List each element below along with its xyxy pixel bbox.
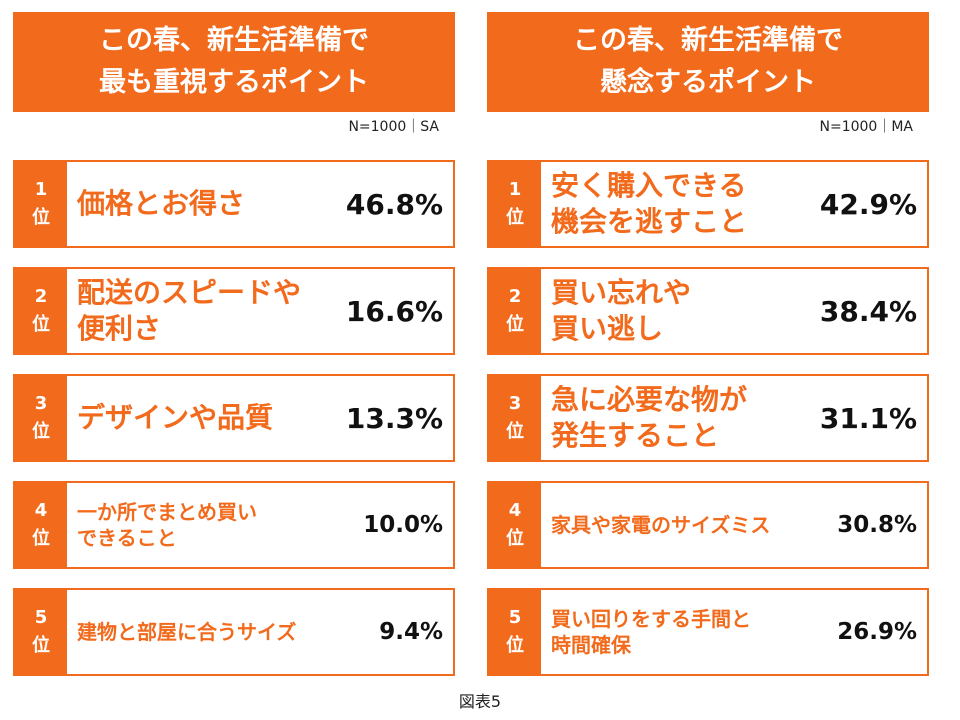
rank-item: 4 位一か所でまとめ買い できること 10.0% [13, 481, 455, 569]
label-line: 買い回りをする手間と [551, 607, 751, 631]
item-label: デザインや品質 [77, 376, 273, 460]
label-line: 価格とお得さ [77, 186, 246, 220]
item-label: 一か所でまとめ買い できること [77, 483, 257, 567]
item-value: 26.9% [837, 619, 917, 645]
title-line: 懸念するポイント [600, 67, 816, 98]
panel-title: この春、新生活準備で 懸念するポイント [487, 12, 929, 112]
item-value: 16.6% [345, 294, 443, 328]
title-line: 最も重視するポイント [99, 67, 369, 98]
rank-item: 4 位家具や家電のサイズミス 30.8% [487, 481, 929, 569]
rank-unit: 位 [506, 528, 524, 549]
panel: この春、新生活準備で 懸念するポイント N=1000｜MA 1 位安く購入できる 機会を逃… [487, 0, 929, 690]
item-value: 10.0% [363, 512, 443, 538]
rank-number: 2 [34, 286, 48, 307]
item-value: 38.4% [819, 294, 917, 328]
rank-number: 5 [508, 607, 522, 628]
panel-title: この春、新生活準備で 最も重視するポイント [13, 12, 455, 112]
label-line: 時間確保 [551, 633, 631, 657]
rank-unit: 位 [506, 635, 524, 656]
item-label: 価格とお得さ [77, 162, 245, 246]
rank-unit: 位 [32, 207, 50, 228]
rank-item: 1 位価格とお得さ 46.8% [13, 160, 455, 248]
rank-number: 4 [34, 500, 48, 521]
rank-number: 3 [34, 393, 48, 414]
item-label: 安く購入できる 機会を逃すこと [551, 162, 747, 246]
item-value: 46.8% [345, 187, 443, 221]
item-label: 買い忘れや 買い逃し [551, 269, 691, 353]
label-line: 家具や家電のサイズミス [551, 513, 771, 537]
item-value: 13.3% [345, 401, 443, 435]
rank-unit: 位 [506, 314, 524, 335]
rank-number: 1 [508, 179, 522, 200]
item-value: 30.8% [837, 512, 917, 538]
sample-note: N=1000｜SA [348, 119, 439, 135]
rank-number: 1 [34, 179, 48, 200]
item-value: 42.9% [819, 187, 917, 221]
label-line: 建物と部屋に合うサイズ [77, 620, 297, 644]
rank-number: 2 [508, 286, 522, 307]
label-line: 便利さ [77, 312, 162, 345]
item-label: 配送のスピードや 便利さ [77, 269, 301, 353]
item-label: 急に必要な物が 発生すること [551, 376, 747, 460]
rank-unit: 位 [506, 421, 524, 442]
rank-unit: 位 [506, 207, 524, 228]
item-label: 買い回りをする手間と 時間確保 [551, 590, 751, 674]
rank-item: 1 位安く購入できる 機会を逃すこと 42.9% [487, 160, 929, 248]
label-line: 安く購入できる [551, 168, 747, 202]
item-label: 建物と部屋に合うサイズ [77, 590, 296, 674]
label-line: 買い逃し [551, 312, 664, 345]
rank-unit: 位 [32, 421, 50, 442]
rank-unit: 位 [32, 635, 50, 656]
rank-item: 3 位デザインや品質 13.3% [13, 374, 455, 462]
label-line: 配送のスピードや [77, 275, 302, 309]
rank-number: 3 [508, 393, 522, 414]
item-value: 31.1% [819, 401, 917, 435]
label-line: 一か所でまとめ買い [77, 500, 257, 524]
label-line: できること [77, 526, 177, 550]
title-line: この春、新生活準備で [573, 25, 843, 56]
caption: 図表5 [458, 692, 502, 711]
item-value: 9.4% [379, 619, 443, 645]
title-line: この春、新生活準備で [99, 25, 369, 56]
item-label: 家具や家電のサイズミス [551, 483, 770, 567]
label-line: 機会を逃すこと [551, 205, 748, 238]
rank-item: 5 位建物と部屋に合うサイズ 9.4% [13, 588, 455, 676]
label-line: デザインや品質 [77, 400, 274, 434]
sample-note: N=1000｜MA [819, 119, 914, 135]
label-line: 発生すること [551, 419, 720, 452]
panel: この春、新生活準備で 最も重視するポイント N=1000｜SA 1 位価格とお得さ 46.… [13, 0, 455, 690]
label-line: 急に必要な物が [551, 382, 748, 416]
rank-unit: 位 [32, 314, 50, 335]
rank-item: 3 位急に必要な物が 発生すること 31.1% [487, 374, 929, 462]
rank-item: 2 位配送のスピードや 便利さ 16.6% [13, 267, 455, 355]
rank-number: 5 [34, 607, 48, 628]
rank-unit: 位 [32, 528, 50, 549]
rank-item: 2 位買い忘れや 買い逃し 38.4% [487, 267, 929, 355]
label-line: 買い忘れや [551, 275, 692, 309]
rank-number: 4 [508, 500, 522, 521]
rank-item: 5 位買い回りをする手間と 時間確保 26.9% [487, 588, 929, 676]
